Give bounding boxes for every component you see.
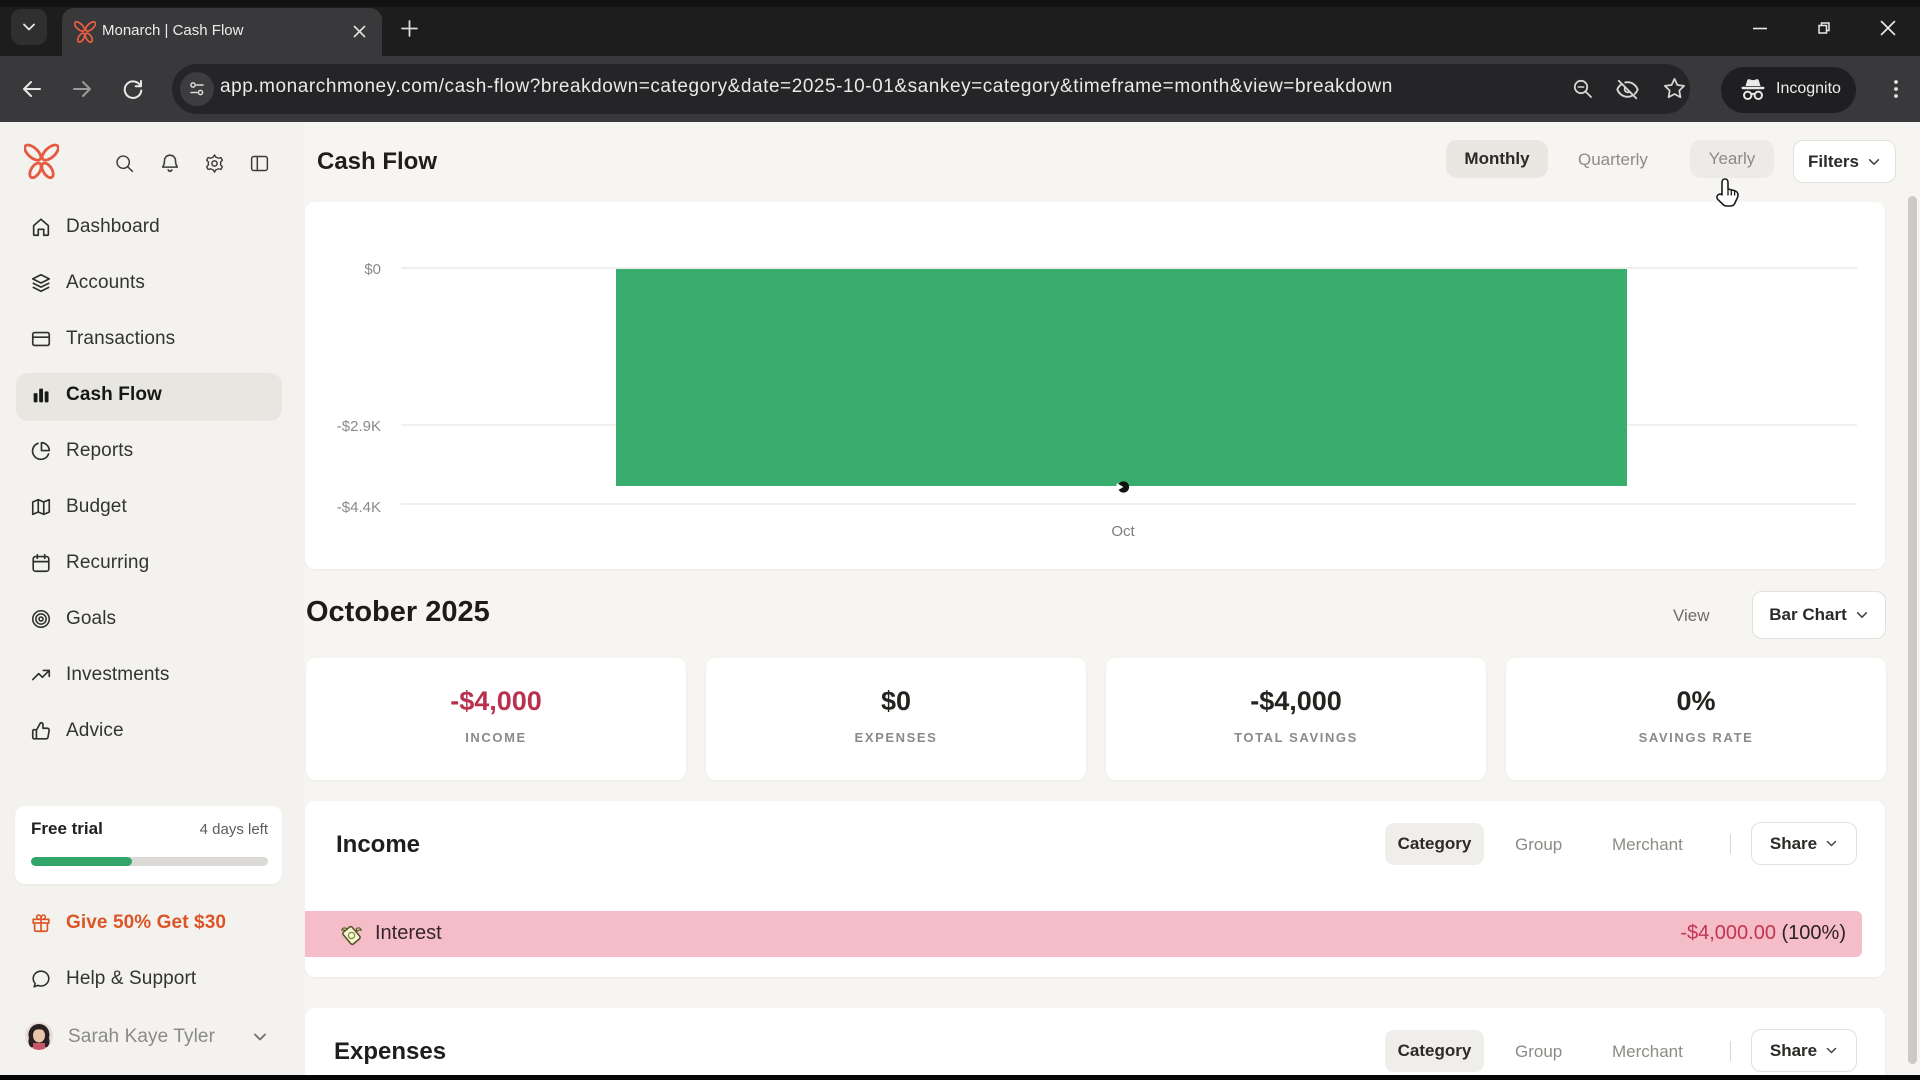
svg-text:$0: $0	[364, 261, 381, 278]
svg-text:Oct: Oct	[1111, 523, 1135, 540]
svg-text:-$4.4K: -$4.4K	[337, 499, 381, 516]
svg-text:-$2.9K: -$2.9K	[337, 418, 381, 435]
